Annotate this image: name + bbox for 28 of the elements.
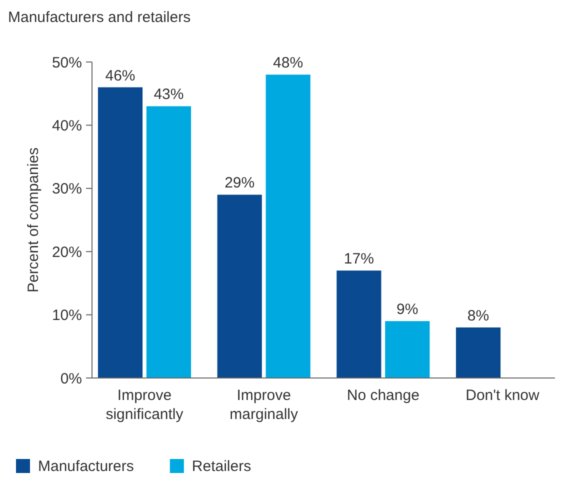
- y-tick-label: 40%: [52, 117, 82, 134]
- bar: [266, 74, 310, 378]
- y-tick-label: 20%: [52, 244, 82, 261]
- data-label: 46%: [105, 67, 136, 84]
- chart-title: Manufacturers and retailers: [8, 9, 191, 26]
- y-tick-label: 50%: [52, 54, 82, 72]
- data-label: 48%: [273, 54, 304, 72]
- bar: [146, 106, 192, 378]
- x-tick-label: Improve significantly: [106, 387, 184, 423]
- legend-label: Retailers: [192, 458, 252, 475]
- data-label: 9%: [396, 301, 418, 318]
- x-tick-label: Don't know: [466, 387, 540, 404]
- bar: [217, 194, 262, 378]
- y-tick-label: 30%: [52, 180, 82, 198]
- x-tick-label: No change: [346, 387, 420, 404]
- bar: [98, 87, 143, 378]
- legend-label: Manufacturers: [38, 458, 134, 475]
- x-tick-label: Improve marginally: [230, 387, 299, 423]
- data-label: 8%: [467, 307, 490, 324]
- bar: [336, 270, 382, 378]
- data-label: 29%: [224, 174, 255, 192]
- data-label: 17%: [344, 250, 374, 268]
- y-axis-title: Percent of companies: [25, 147, 42, 293]
- data-label: 43%: [154, 86, 184, 104]
- y-tick-label: 0%: [60, 370, 82, 388]
- y-tick-label: 10%: [52, 307, 82, 324]
- bar: [456, 327, 501, 378]
- bar: [385, 321, 430, 378]
